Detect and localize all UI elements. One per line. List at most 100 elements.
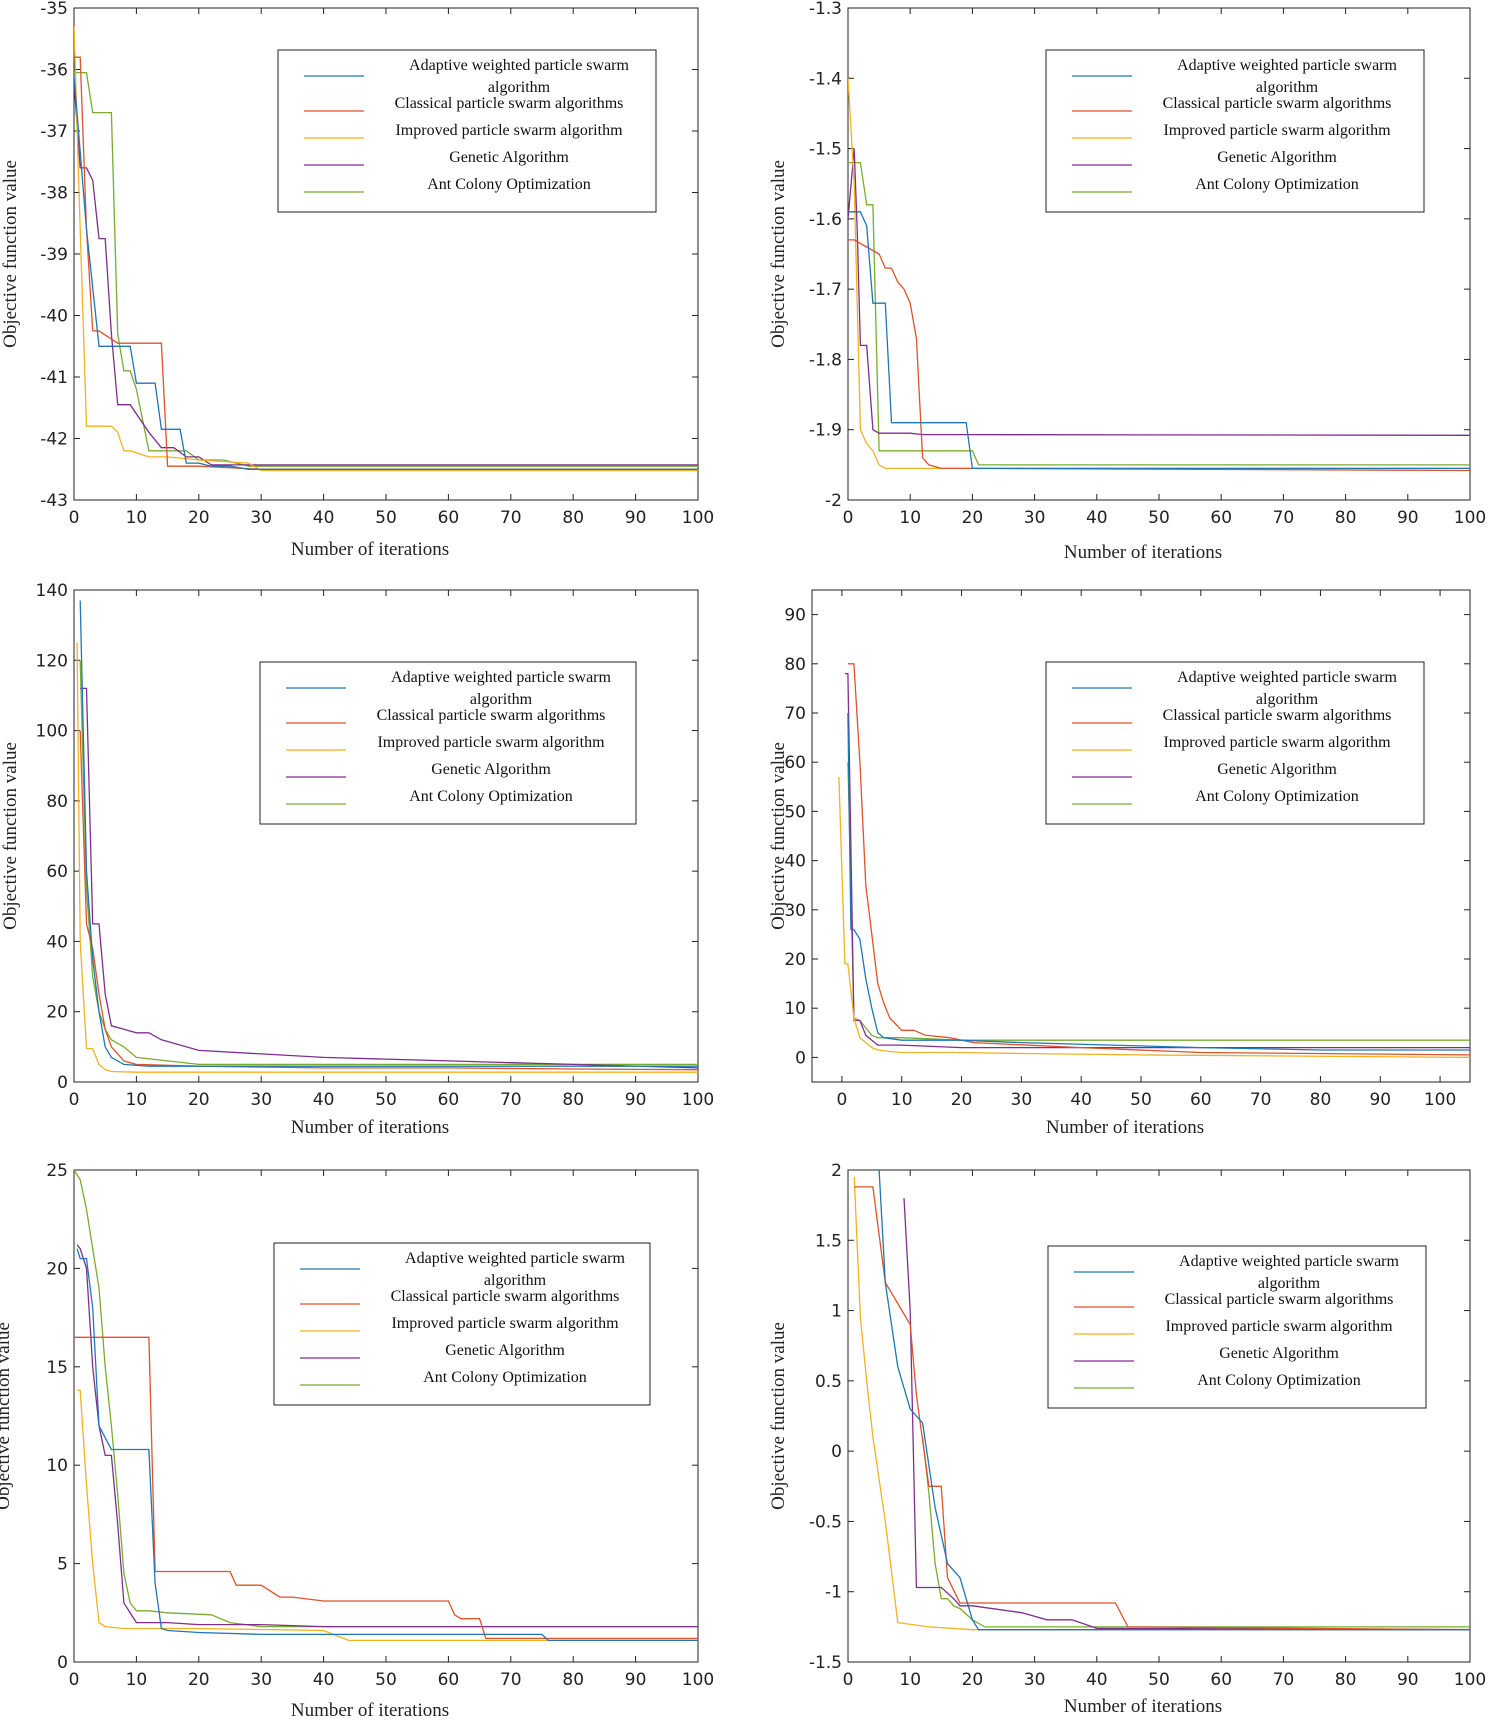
series-line-improved-particle-swarm-algorithm (848, 78, 1470, 470)
x-tick-label: 100 (1454, 1670, 1486, 1690)
y-tick-label: -41 (40, 368, 68, 388)
x-tick-label: 70 (1273, 508, 1295, 528)
x-tick-label: 40 (313, 1670, 335, 1690)
series-line-genetic-algorithm (848, 148, 1470, 436)
series-line-classical-particle-swarm-algorithms (79, 730, 698, 1071)
series-line-ant-colony-optimization (847, 762, 1470, 1041)
x-tick-label: 80 (562, 1670, 584, 1690)
y-tick-label: 25 (46, 1161, 68, 1181)
x-tick-label: 100 (1424, 1090, 1456, 1110)
x-tick-label: 60 (438, 1670, 460, 1690)
y-tick-label: -1.6 (809, 210, 842, 230)
x-tick-label: 100 (1454, 508, 1486, 528)
x-tick-label: 50 (1148, 508, 1170, 528)
legend-box (1045, 661, 1425, 825)
series-line-classical-particle-swarm-algorithms (848, 239, 1470, 472)
legend-label: Classical particle swarm algorithms (395, 95, 624, 112)
y-tick-label: 5 (57, 1555, 68, 1575)
legend-box (259, 661, 637, 825)
y-tick-label: 0 (795, 1048, 806, 1068)
series-group (76, 600, 698, 1073)
legend-label: Classical particle swarm algorithms (377, 707, 606, 724)
y-tick-label: 30 (784, 901, 806, 921)
chart-4: 0 10 20 30 40 50 60 70 80 90 100 0 10 20 30 40 50 60 70 80 9… (768, 589, 1471, 1138)
x-tick-label: 90 (625, 1670, 647, 1690)
series-line-adaptive-weighted-particle-swarm-algorithm (76, 1248, 698, 1642)
x-tick-label: 10 (899, 508, 921, 528)
chart-1: 0 10 20 30 40 50 60 70 80 90 100 -35 -36 -37 -38 -39 -40… (0, 0, 714, 560)
x-axis-label: Number of iterations (291, 1117, 449, 1138)
legend-label: Improved particle swarm algorithm (1165, 1318, 1393, 1335)
y-tick-label: 0 (57, 1073, 68, 1093)
x-tick-label: 40 (313, 1090, 335, 1110)
y-axis-label: Objective function value (768, 1322, 789, 1510)
legend-label-cont: algorithm (484, 1272, 547, 1289)
x-tick-label: 50 (1130, 1090, 1152, 1110)
x-tick-label: 80 (562, 1090, 584, 1110)
legend: Adaptive weighted particle swarm algorith… (1047, 1245, 1427, 1409)
series-line-adaptive-weighted-particle-swarm-algorithm (847, 712, 1470, 1051)
legend-label: Ant Colony Optimization (1197, 1372, 1361, 1389)
legend-label: Genetic Algorithm (1217, 149, 1337, 166)
x-tick-label: 80 (1335, 1670, 1357, 1690)
chart-3: 0 10 20 30 40 50 60 70 80 90 100 0 20 40 60 80 100 120 140… (0, 581, 714, 1138)
x-tick-label: 30 (1011, 1090, 1033, 1110)
legend-label: Adaptive weighted particle swarm (1177, 669, 1397, 686)
y-tick-label: -1.8 (809, 350, 842, 370)
legend-label-cont: algorithm (1256, 691, 1319, 708)
y-tick-label: -39 (40, 245, 68, 265)
y-tick-label: 80 (784, 655, 806, 675)
x-tick-label: 50 (1148, 1670, 1170, 1690)
x-tick-label: 100 (682, 1090, 714, 1110)
y-tick-label: 10 (784, 999, 806, 1019)
x-tick-label: 100 (682, 1670, 714, 1690)
y-tick-label: 40 (46, 932, 68, 952)
series-group (848, 78, 1470, 472)
series-line-classical-particle-swarm-algorithms (854, 1186, 1470, 1631)
series-line-genetic-algorithm (74, 81, 698, 466)
x-tick-label: 0 (69, 1670, 80, 1690)
x-tick-label: 70 (500, 1090, 522, 1110)
y-tick-label: -1 (825, 1583, 842, 1603)
y-axis-label: Objective function value (0, 742, 21, 930)
x-tick-label: 10 (899, 1670, 921, 1690)
x-tick-label: 50 (375, 508, 397, 528)
y-tick-label: -2 (825, 491, 842, 511)
x-tick-label: 90 (1397, 508, 1419, 528)
x-tick-label: 70 (500, 508, 522, 528)
legend-label: Adaptive weighted particle swarm (1179, 1253, 1399, 1270)
y-tick-label: 20 (784, 950, 806, 970)
y-tick-label: -43 (40, 491, 68, 511)
x-tick-label: 10 (126, 508, 148, 528)
y-tick-label: 70 (784, 704, 806, 724)
y-tick-label: 1 (831, 1302, 842, 1322)
legend-label: Adaptive weighted particle swarm (409, 57, 629, 74)
series-line-genetic-algorithm (903, 1198, 1470, 1631)
legend-label: Classical particle swarm algorithms (1163, 95, 1392, 112)
legend-label: Classical particle swarm algorithms (1163, 707, 1392, 724)
legend-label: Adaptive weighted particle swarm (1177, 57, 1397, 74)
series-line-ant-colony-optimization (79, 660, 698, 1066)
y-tick-label: -0.5 (809, 1512, 842, 1532)
y-axis-label: Objective function value (768, 160, 789, 348)
y-axis-label: Objective function value (0, 160, 21, 348)
x-tick-label: 0 (843, 1670, 854, 1690)
legend-label: Ant Colony Optimization (409, 788, 573, 805)
x-tick-label: 30 (250, 1090, 272, 1110)
legend-label: Improved particle swarm algorithm (1163, 734, 1391, 751)
y-tick-label: 20 (46, 1259, 68, 1279)
y-axis-label: Objective function value (0, 1322, 14, 1510)
series-line-adaptive-weighted-particle-swarm-algorithm (74, 75, 698, 470)
x-axis-label: Number of iterations (1064, 1696, 1222, 1717)
series-line-genetic-algorithm (76, 1244, 698, 1628)
y-tick-label: -1.5 (809, 140, 842, 160)
x-tick-label: 40 (1086, 508, 1108, 528)
x-tick-label: 40 (1070, 1090, 1092, 1110)
x-tick-label: 20 (188, 1090, 210, 1110)
legend-label-cont: algorithm (470, 691, 533, 708)
legend-label: Improved particle swarm algorithm (377, 734, 605, 751)
x-axis-label: Number of iterations (291, 539, 449, 560)
x-tick-label: 60 (1210, 1670, 1232, 1690)
x-tick-label: 70 (1273, 1670, 1295, 1690)
